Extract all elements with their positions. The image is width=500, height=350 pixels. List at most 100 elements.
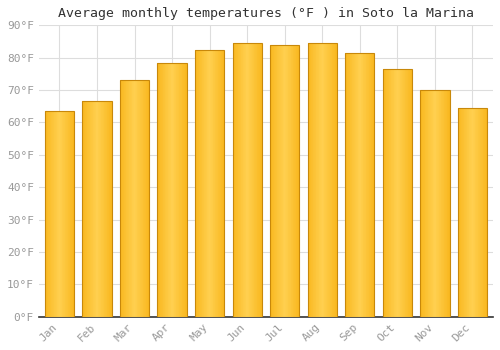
Bar: [317, 43, 318, 317]
Bar: [251, 43, 252, 317]
Bar: [53, 111, 54, 317]
Bar: [162, 63, 164, 317]
Bar: [91, 102, 92, 317]
Bar: [442, 90, 443, 317]
Bar: [286, 45, 287, 317]
Bar: [362, 53, 364, 317]
Bar: [387, 69, 388, 317]
Bar: [128, 80, 130, 317]
Bar: [232, 43, 262, 317]
Bar: [288, 45, 289, 317]
Bar: [346, 53, 348, 317]
Bar: [247, 43, 248, 317]
Bar: [108, 102, 110, 317]
Bar: [398, 69, 399, 317]
Bar: [372, 53, 373, 317]
Bar: [468, 108, 469, 317]
Bar: [359, 53, 360, 317]
Bar: [84, 102, 86, 317]
Bar: [83, 102, 84, 317]
Bar: [270, 45, 271, 317]
Bar: [107, 102, 108, 317]
Bar: [331, 43, 332, 317]
Bar: [127, 80, 128, 317]
Bar: [195, 50, 196, 317]
Bar: [465, 108, 466, 317]
Bar: [120, 80, 149, 317]
Bar: [282, 45, 283, 317]
Bar: [410, 69, 411, 317]
Bar: [458, 108, 459, 317]
Bar: [92, 102, 94, 317]
Bar: [392, 69, 393, 317]
Bar: [349, 53, 350, 317]
Bar: [206, 50, 208, 317]
Bar: [60, 111, 61, 317]
Bar: [271, 45, 272, 317]
Bar: [63, 111, 64, 317]
Bar: [172, 63, 173, 317]
Bar: [258, 43, 259, 317]
Bar: [408, 69, 409, 317]
Bar: [174, 63, 175, 317]
Bar: [434, 90, 435, 317]
Bar: [176, 63, 177, 317]
Bar: [473, 108, 474, 317]
Bar: [209, 50, 210, 317]
Bar: [280, 45, 281, 317]
Bar: [323, 43, 324, 317]
Bar: [421, 90, 422, 317]
Bar: [177, 63, 178, 317]
Bar: [90, 102, 91, 317]
Bar: [324, 43, 325, 317]
Bar: [68, 111, 69, 317]
Bar: [196, 50, 197, 317]
Bar: [242, 43, 243, 317]
Bar: [204, 50, 205, 317]
Bar: [100, 102, 102, 317]
Bar: [436, 90, 437, 317]
Bar: [274, 45, 275, 317]
Bar: [56, 111, 58, 317]
Bar: [167, 63, 168, 317]
Bar: [309, 43, 310, 317]
Bar: [82, 102, 112, 317]
Bar: [222, 50, 223, 317]
Bar: [220, 50, 222, 317]
Bar: [480, 108, 481, 317]
Bar: [195, 50, 224, 317]
Bar: [411, 69, 412, 317]
Bar: [45, 111, 74, 317]
Bar: [388, 69, 390, 317]
Bar: [444, 90, 445, 317]
Bar: [364, 53, 365, 317]
Bar: [476, 108, 477, 317]
Bar: [67, 111, 68, 317]
Bar: [132, 80, 133, 317]
Bar: [316, 43, 317, 317]
Bar: [366, 53, 367, 317]
Bar: [308, 43, 309, 317]
Bar: [336, 43, 337, 317]
Bar: [427, 90, 428, 317]
Bar: [205, 50, 206, 317]
Bar: [245, 43, 246, 317]
Bar: [360, 53, 361, 317]
Bar: [429, 90, 430, 317]
Bar: [382, 69, 412, 317]
Bar: [120, 80, 122, 317]
Bar: [292, 45, 293, 317]
Bar: [238, 43, 239, 317]
Bar: [175, 63, 176, 317]
Bar: [96, 102, 97, 317]
Bar: [141, 80, 142, 317]
Bar: [236, 43, 237, 317]
Bar: [463, 108, 464, 317]
Bar: [49, 111, 50, 317]
Bar: [253, 43, 254, 317]
Bar: [478, 108, 479, 317]
Bar: [401, 69, 402, 317]
Bar: [426, 90, 427, 317]
Bar: [183, 63, 184, 317]
Bar: [69, 111, 70, 317]
